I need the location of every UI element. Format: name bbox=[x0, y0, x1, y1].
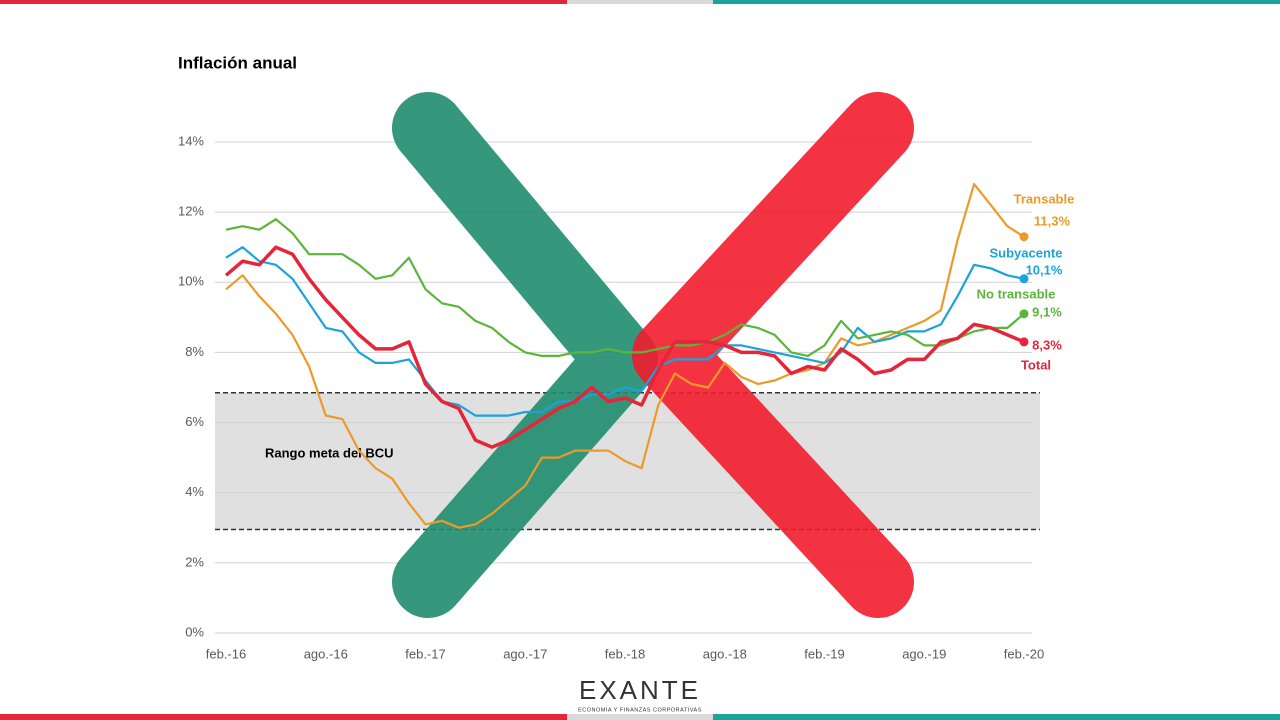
end-point bbox=[1019, 274, 1029, 284]
x-tick-label: ago.-19 bbox=[902, 646, 946, 661]
value-label: 11,3% bbox=[1034, 213, 1071, 228]
value-label: 10,1% bbox=[1026, 262, 1063, 277]
chart-title: Inflación anual bbox=[178, 53, 297, 72]
x-tick-label: feb.-17 bbox=[405, 646, 445, 661]
legend-label: Total bbox=[1021, 357, 1051, 372]
end-point bbox=[1019, 337, 1029, 347]
legend-label: No transable bbox=[977, 286, 1056, 301]
bottom-stripe-gray bbox=[567, 714, 713, 720]
y-tick-label: 10% bbox=[178, 274, 204, 289]
x-tick-label: feb.-19 bbox=[804, 646, 844, 661]
x-tick-label: ago.-18 bbox=[703, 646, 747, 661]
legend-label: Transable bbox=[1014, 191, 1075, 206]
x-tick-label: ago.-17 bbox=[503, 646, 547, 661]
top-stripe-red bbox=[0, 0, 567, 4]
series-line bbox=[225, 218, 1025, 357]
bottom-stripe-red bbox=[0, 714, 567, 720]
value-label: 8,3% bbox=[1032, 337, 1062, 352]
y-tick-label: 14% bbox=[178, 133, 204, 148]
end-point bbox=[1019, 232, 1029, 242]
y-tick-label: 4% bbox=[185, 484, 204, 499]
legend-label: Subyacente bbox=[990, 245, 1063, 260]
y-tick-label: 8% bbox=[185, 344, 204, 359]
top-stripe-gray bbox=[567, 0, 713, 4]
series-line bbox=[224, 245, 1025, 449]
end-point bbox=[1019, 309, 1029, 319]
y-tick-label: 2% bbox=[185, 554, 204, 569]
y-tick-label: 6% bbox=[185, 414, 204, 429]
x-tick-label: feb.-18 bbox=[605, 646, 645, 661]
target-label: Rango meta del BCU bbox=[265, 445, 394, 460]
x-tick-label: feb.-16 bbox=[206, 646, 246, 661]
series-line bbox=[225, 246, 1025, 417]
overlay-stroke bbox=[392, 92, 658, 618]
top-stripe-teal bbox=[713, 0, 1280, 4]
series-line bbox=[225, 183, 1025, 529]
logo-name: EXANTE bbox=[579, 675, 701, 705]
y-tick-label: 0% bbox=[185, 624, 204, 639]
x-tick-label: feb.-20 bbox=[1004, 646, 1044, 661]
bottom-stripe-teal bbox=[713, 714, 1280, 720]
x-tick-label: ago.-16 bbox=[304, 646, 348, 661]
value-label: 9,1% bbox=[1032, 304, 1062, 319]
logo-tagline: ECONOMÍA Y FINANZAS CORPORATIVAS bbox=[578, 706, 702, 713]
y-tick-label: 12% bbox=[178, 204, 204, 219]
